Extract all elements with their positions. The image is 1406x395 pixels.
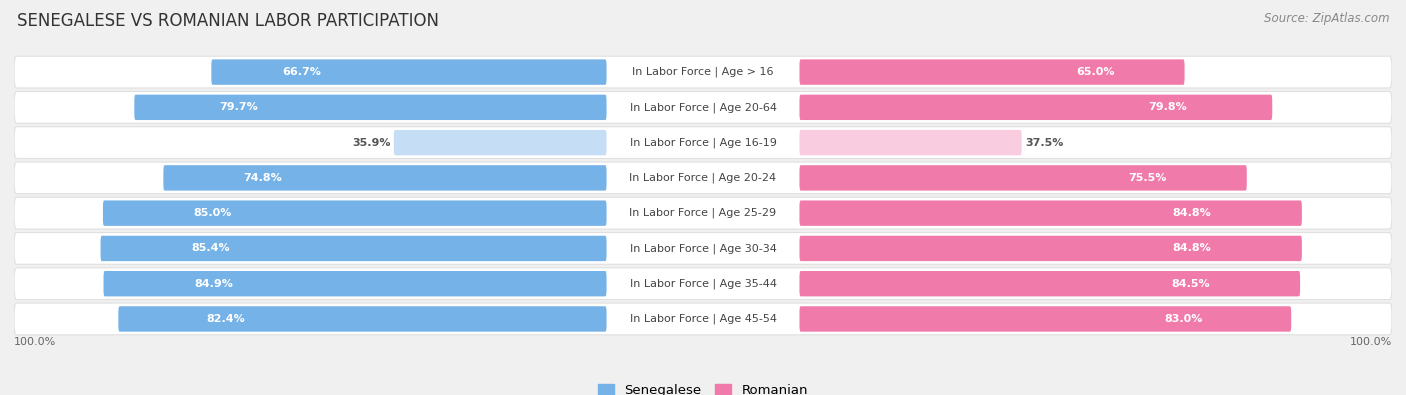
- Text: 37.5%: 37.5%: [1025, 137, 1063, 148]
- FancyBboxPatch shape: [800, 236, 1302, 261]
- FancyBboxPatch shape: [800, 201, 1302, 226]
- Text: 100.0%: 100.0%: [14, 337, 56, 347]
- Legend: Senegalese, Romanian: Senegalese, Romanian: [593, 379, 813, 395]
- Text: 85.0%: 85.0%: [194, 208, 232, 218]
- FancyBboxPatch shape: [800, 130, 1022, 155]
- FancyBboxPatch shape: [14, 303, 1392, 335]
- Text: In Labor Force | Age 20-64: In Labor Force | Age 20-64: [630, 102, 776, 113]
- Text: In Labor Force | Age 20-24: In Labor Force | Age 20-24: [630, 173, 776, 183]
- FancyBboxPatch shape: [14, 56, 1392, 88]
- Text: SENEGALESE VS ROMANIAN LABOR PARTICIPATION: SENEGALESE VS ROMANIAN LABOR PARTICIPATI…: [17, 12, 439, 30]
- Text: In Labor Force | Age 16-19: In Labor Force | Age 16-19: [630, 137, 776, 148]
- Text: 84.9%: 84.9%: [194, 279, 233, 289]
- FancyBboxPatch shape: [800, 306, 1291, 332]
- FancyBboxPatch shape: [103, 201, 606, 226]
- Text: 75.5%: 75.5%: [1128, 173, 1166, 183]
- Text: 84.8%: 84.8%: [1173, 243, 1212, 254]
- Text: 83.0%: 83.0%: [1164, 314, 1202, 324]
- FancyBboxPatch shape: [135, 95, 606, 120]
- Text: In Labor Force | Age 25-29: In Labor Force | Age 25-29: [630, 208, 776, 218]
- Text: In Labor Force | Age 45-54: In Labor Force | Age 45-54: [630, 314, 776, 324]
- FancyBboxPatch shape: [394, 130, 606, 155]
- Text: In Labor Force | Age 35-44: In Labor Force | Age 35-44: [630, 278, 776, 289]
- Text: In Labor Force | Age 30-34: In Labor Force | Age 30-34: [630, 243, 776, 254]
- FancyBboxPatch shape: [800, 271, 1301, 296]
- Text: 84.8%: 84.8%: [1173, 208, 1212, 218]
- FancyBboxPatch shape: [104, 271, 606, 296]
- Text: 66.7%: 66.7%: [283, 67, 322, 77]
- FancyBboxPatch shape: [14, 268, 1392, 299]
- FancyBboxPatch shape: [163, 165, 606, 191]
- Text: 74.8%: 74.8%: [243, 173, 281, 183]
- FancyBboxPatch shape: [800, 165, 1247, 191]
- FancyBboxPatch shape: [14, 92, 1392, 123]
- Text: 79.8%: 79.8%: [1149, 102, 1187, 112]
- FancyBboxPatch shape: [118, 306, 606, 332]
- FancyBboxPatch shape: [211, 59, 606, 85]
- FancyBboxPatch shape: [800, 95, 1272, 120]
- FancyBboxPatch shape: [14, 162, 1392, 194]
- Text: 79.7%: 79.7%: [219, 102, 259, 112]
- FancyBboxPatch shape: [101, 236, 606, 261]
- Text: Source: ZipAtlas.com: Source: ZipAtlas.com: [1264, 12, 1389, 25]
- Text: 35.9%: 35.9%: [352, 137, 391, 148]
- FancyBboxPatch shape: [14, 127, 1392, 158]
- FancyBboxPatch shape: [800, 59, 1185, 85]
- Text: 82.4%: 82.4%: [207, 314, 245, 324]
- Text: 84.5%: 84.5%: [1171, 279, 1211, 289]
- Text: 85.4%: 85.4%: [191, 243, 231, 254]
- FancyBboxPatch shape: [14, 197, 1392, 229]
- Text: In Labor Force | Age > 16: In Labor Force | Age > 16: [633, 67, 773, 77]
- FancyBboxPatch shape: [14, 233, 1392, 264]
- Text: 65.0%: 65.0%: [1077, 67, 1115, 77]
- Text: 100.0%: 100.0%: [1350, 337, 1392, 347]
